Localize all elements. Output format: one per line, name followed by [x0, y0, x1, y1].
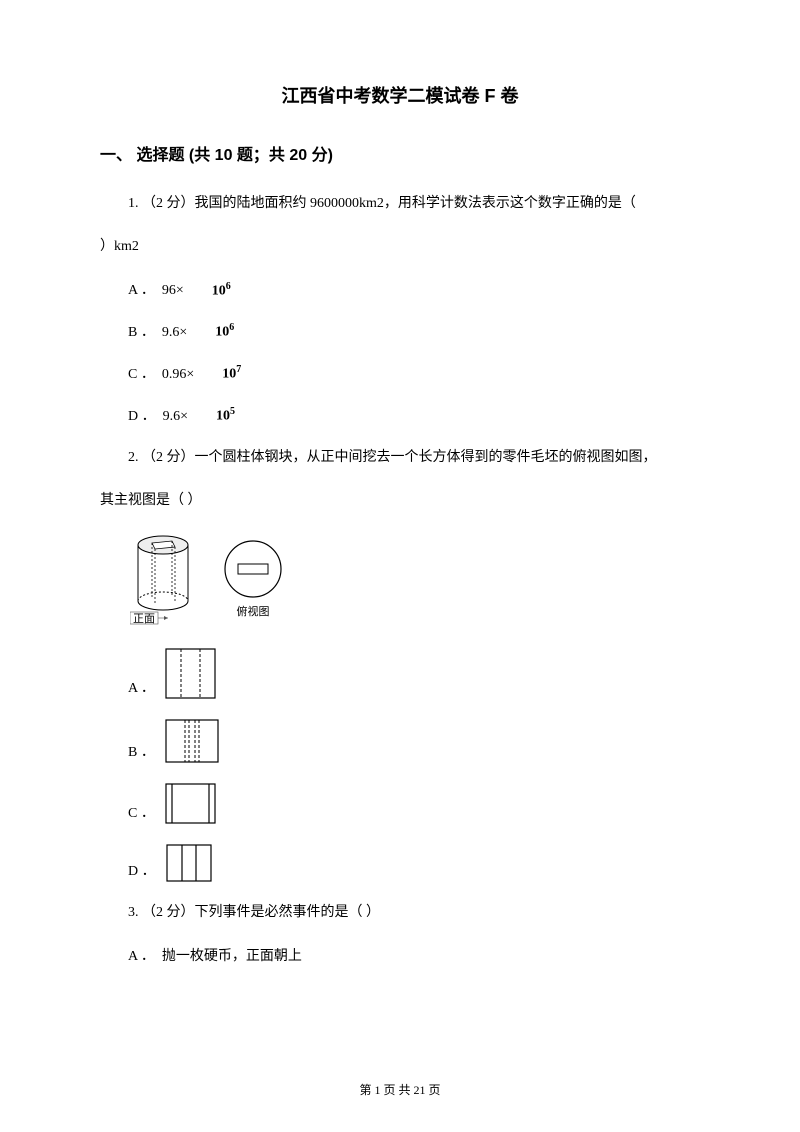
option-c-figure	[163, 781, 218, 826]
q2-option-b: B ．	[100, 717, 700, 765]
option-label: C ．	[100, 801, 155, 826]
sci-notation: 105	[188, 403, 235, 429]
section-heading: 一、 选择题 (共 10 题；共 20 分)	[100, 142, 700, 171]
page-title: 江西省中考数学二模试卷 F 卷	[100, 80, 700, 112]
question-1-text: 1. （2 分）我国的陆地面积约 9600000km2，用科学计数法表示这个数字…	[100, 191, 700, 216]
option-label: A ．	[100, 676, 155, 701]
q1-option-d: D ． 9.6× 105	[100, 403, 700, 429]
question-2-cont: 其主视图是（ ）	[100, 488, 700, 513]
q3-option-a: A ． 抛一枚硬币，正面朝上	[100, 944, 700, 969]
question-1-cont: ）km2	[100, 234, 700, 259]
question-3-text: 3. （2 分）下列事件是必然事件的是（ ）	[100, 900, 700, 925]
option-label: C ． 0.96×	[100, 362, 194, 387]
option-label: B ． 9.6×	[100, 320, 187, 345]
sci-notation: 106	[187, 319, 234, 345]
topview-figure: 俯视图	[220, 539, 295, 619]
cylinder-figure: 正面	[130, 531, 200, 626]
q2-option-a: A ．	[100, 646, 700, 701]
q1-option-b: B ． 9.6× 106	[100, 319, 700, 345]
option-a-figure	[163, 646, 218, 701]
q2-option-d: D ．	[100, 842, 700, 884]
topview-label: 俯视图	[237, 604, 270, 618]
q2-option-c: C ．	[100, 781, 700, 826]
option-b-figure	[163, 717, 221, 765]
option-label: B ．	[100, 740, 155, 765]
option-label: A ． 96×	[100, 278, 184, 303]
page-footer: 第 1 页 共 21 页	[0, 1080, 800, 1102]
q2-figure: 正面 俯视图	[130, 531, 700, 626]
option-label: A ． 抛一枚硬币，正面朝上	[100, 944, 302, 969]
option-label: D ．	[100, 859, 156, 884]
option-label: D ． 9.6×	[100, 404, 188, 429]
sci-notation: 107	[194, 361, 241, 387]
sci-notation: 106	[184, 278, 231, 304]
q1-option-c: C ． 0.96× 107	[100, 361, 700, 387]
option-d-figure	[164, 842, 214, 884]
question-2-text: 2. （2 分）一个圆柱体钢块，从正中间挖去一个长方体得到的零件毛坯的俯视图如图…	[100, 445, 700, 470]
front-label: 正面	[133, 613, 155, 625]
q1-option-a: A ． 96× 106	[100, 278, 700, 304]
